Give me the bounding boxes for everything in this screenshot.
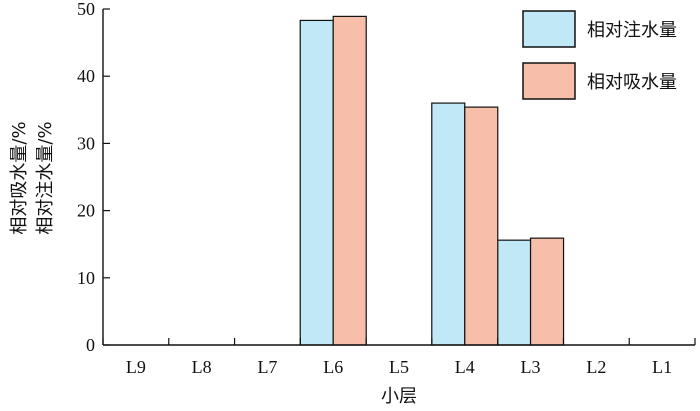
y-tick-label: 0 <box>86 335 95 355</box>
y-tick-label: 50 <box>77 0 95 19</box>
y-tick-label: 20 <box>77 201 95 221</box>
x-tick-label: L1 <box>652 357 672 377</box>
x-tick-label: L9 <box>126 357 146 377</box>
y-axis-title-line-2: 相对注水量/% <box>35 121 56 234</box>
bar-injection-L6 <box>299 19 334 346</box>
x-tick-label: L8 <box>192 357 212 377</box>
bar-injection-L3 <box>496 239 532 346</box>
axes-group <box>102 9 695 346</box>
x-tick-label: L7 <box>257 357 277 377</box>
legend-label-absorption: 相对吸水量 <box>587 72 677 93</box>
bar-absorption-L4 <box>464 106 499 346</box>
y-tick-label: 10 <box>77 268 95 288</box>
y-axis-title-line-1: 相对吸水量/% <box>9 121 30 234</box>
x-tick-label: L3 <box>521 357 541 377</box>
x-axis-title: 小层 <box>381 386 417 407</box>
bar-absorption-L3 <box>529 237 565 346</box>
legend-swatch-injection <box>522 10 576 48</box>
bar-injection-L4 <box>431 102 466 346</box>
bar-absorption-L6 <box>332 15 367 346</box>
x-tick-label: L6 <box>323 357 343 377</box>
y-tick-label: 30 <box>77 133 95 153</box>
x-tick-label: L2 <box>586 357 606 377</box>
y-tick-label: 40 <box>77 66 95 86</box>
x-ticks-group: L9 L8 L7 L6 L5 L4 L3 L2 L1 <box>102 338 696 377</box>
legend-swatch-absorption <box>522 62 576 100</box>
x-tick-label: L4 <box>455 357 475 377</box>
legend-label-injection: 相对注水量 <box>587 20 677 41</box>
legend: 相对注水量 相对吸水量 <box>522 10 677 100</box>
x-tick-label: L5 <box>389 357 409 377</box>
y-ticks-group: 0 10 20 30 40 50 <box>77 0 110 355</box>
bars-group <box>299 15 565 346</box>
